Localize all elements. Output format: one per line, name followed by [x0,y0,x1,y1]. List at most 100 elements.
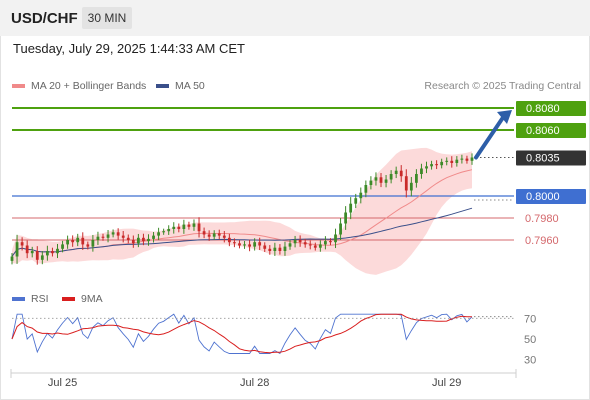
candle [147,234,150,246]
candle-body [308,244,312,246]
legend-ma20-label: MA 20 + Bollinger Bands [31,80,147,92]
candle [20,237,24,251]
candle-body [76,237,80,243]
candle-body [131,240,135,244]
candle [394,166,398,179]
candle [389,170,393,184]
candle [303,238,307,248]
candle-body [167,229,171,232]
candle-body [293,240,297,244]
candle-body [121,235,125,238]
candle-body [455,159,459,163]
candle [243,240,246,249]
candle-body [288,243,292,247]
candle [420,163,423,179]
candle-body [238,243,241,246]
candle-body [415,174,418,183]
rsi-line [11,313,473,355]
candle-body [379,177,383,183]
candle [273,242,277,256]
candle-body [182,224,186,229]
ma50-line [11,207,473,257]
candle [202,227,206,239]
candle-body [91,240,95,247]
legend-ma50: MA 50 [156,80,205,92]
candle [288,240,292,250]
candle [384,174,388,188]
candle [142,233,145,246]
candle [409,176,413,197]
forecast-arrow-head [497,110,512,124]
candle-body [20,242,24,246]
candle-body [440,161,444,166]
candles-layer [10,153,474,265]
candle [399,165,403,182]
candle-body [318,244,322,248]
candle-body [106,234,110,238]
last-price-label-bg [516,150,586,166]
candle [238,240,241,249]
candle [425,161,428,174]
rsi-tick-label: 50 [524,334,536,346]
candle-body [147,238,150,242]
candle-body [187,224,191,227]
candle-body [162,231,166,233]
candle [440,158,444,169]
candle [415,169,418,188]
chart-credit: Research © 2025 Trading Central [424,80,581,92]
candle [25,240,29,259]
candle [339,218,342,240]
candle [222,230,226,243]
candle [404,169,408,198]
candle-body [197,223,201,232]
candle [111,229,115,238]
moving-average-layer [11,169,473,257]
time-tick-label: Jul 29 [432,377,461,389]
candle-body [157,232,160,236]
legend-rsi-swatch [12,297,25,301]
price-labels-layer: 0.8080 0.8060 0.8035 0.8000 0.7980 0.7960 [516,101,586,247]
candle [227,233,231,247]
candle [152,231,155,243]
candle-body [470,157,474,161]
candle-body [394,170,398,174]
candle [116,228,120,240]
pivot-level-label-bg [516,189,586,204]
candle [364,180,368,198]
candle-body [217,233,221,236]
candle [71,235,75,247]
candle [354,193,358,208]
candle-body [243,244,246,246]
candle-body [142,237,145,242]
candle [172,222,176,234]
candle-body [253,242,257,247]
candle-body [30,251,34,254]
candle [76,233,80,247]
candle [45,245,49,261]
candle [465,155,469,164]
legend-rsi-label: RSI [31,293,49,305]
header-bar: USD/CHF 30 MIN [0,0,590,36]
candle [460,154,464,164]
candle [233,238,236,248]
legend-rsi-ma-label: 9MA [81,293,103,305]
candle [61,240,64,253]
candle [318,240,322,252]
last-price-label: 0.8035 [516,150,586,166]
rsi-tick-label: 70 [524,313,536,325]
candle [101,233,105,241]
candle [182,219,186,234]
candle [30,246,34,258]
candle [167,225,171,235]
candle-body [313,245,317,248]
candle [217,229,221,240]
candle-body [435,164,439,166]
price-levels-layer [12,107,514,241]
legend-rsi-ma-swatch [62,297,75,301]
chart-datetime: Tuesday, July 29, 2025 1:44:33 AM CET [13,41,245,56]
candle-body [420,168,423,174]
candle-body [349,203,353,213]
timeframe-button[interactable]: 30 MIN [82,7,132,29]
forecast-arrow-layer [474,110,512,160]
legend-ma50-swatch [156,84,169,88]
